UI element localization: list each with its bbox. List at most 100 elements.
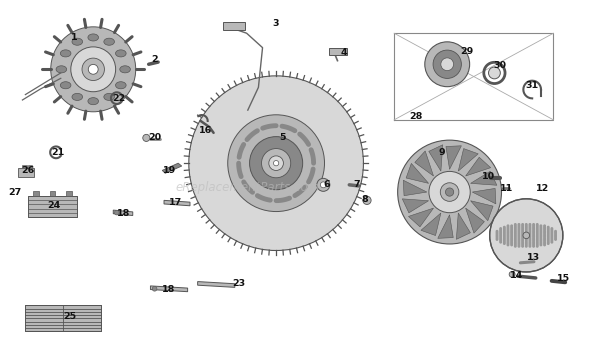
Ellipse shape [514,226,516,228]
Ellipse shape [496,239,498,240]
Ellipse shape [522,242,523,243]
Ellipse shape [363,196,371,204]
Ellipse shape [548,231,549,232]
Ellipse shape [189,76,363,251]
Text: 8: 8 [361,195,368,204]
Ellipse shape [533,229,535,231]
Ellipse shape [500,232,501,233]
Ellipse shape [507,229,509,231]
Ellipse shape [540,226,542,228]
Ellipse shape [518,232,520,233]
Bar [329,48,347,55]
Ellipse shape [317,178,330,191]
Ellipse shape [88,34,99,41]
Ellipse shape [544,226,545,228]
Ellipse shape [526,229,527,231]
Bar [50,191,55,196]
Ellipse shape [529,244,530,246]
Ellipse shape [548,240,549,242]
Ellipse shape [522,231,523,232]
Ellipse shape [82,58,104,81]
Ellipse shape [529,236,530,238]
Ellipse shape [507,225,509,226]
Ellipse shape [533,228,535,229]
Ellipse shape [555,233,556,235]
Ellipse shape [500,235,501,236]
Ellipse shape [511,238,512,239]
Ellipse shape [522,224,523,225]
Polygon shape [406,164,428,183]
Ellipse shape [544,236,545,238]
Ellipse shape [522,229,523,231]
Ellipse shape [548,239,549,240]
Ellipse shape [544,231,545,232]
Ellipse shape [536,231,538,232]
Ellipse shape [522,240,523,242]
Ellipse shape [507,228,509,229]
Polygon shape [164,200,190,206]
Ellipse shape [529,233,530,235]
Ellipse shape [500,239,501,240]
Ellipse shape [507,231,509,232]
Ellipse shape [540,242,542,243]
Bar [65,191,71,196]
Ellipse shape [500,229,501,231]
Ellipse shape [533,226,535,228]
Ellipse shape [544,233,545,235]
Ellipse shape [500,238,501,239]
Ellipse shape [60,50,71,57]
Polygon shape [438,215,453,238]
Ellipse shape [526,225,527,226]
Ellipse shape [540,243,542,244]
Ellipse shape [540,233,542,235]
Ellipse shape [522,243,523,244]
Ellipse shape [496,233,498,235]
Ellipse shape [555,239,556,240]
Ellipse shape [514,243,516,244]
Ellipse shape [88,64,98,74]
Ellipse shape [536,236,538,238]
Ellipse shape [536,239,538,240]
Text: 30: 30 [494,61,507,70]
Ellipse shape [120,66,130,73]
Ellipse shape [526,243,527,244]
Ellipse shape [529,239,530,240]
Bar [22,165,27,168]
Ellipse shape [533,224,535,225]
Ellipse shape [533,232,535,233]
Ellipse shape [489,67,500,79]
Ellipse shape [504,243,505,244]
Polygon shape [457,213,470,239]
Ellipse shape [551,231,553,232]
Ellipse shape [533,225,535,226]
Ellipse shape [433,50,461,78]
Ellipse shape [116,82,126,89]
Text: 4: 4 [340,48,347,57]
Ellipse shape [504,232,505,233]
Ellipse shape [540,232,542,233]
Ellipse shape [544,242,545,243]
Ellipse shape [536,226,538,228]
Ellipse shape [544,239,545,240]
Ellipse shape [533,242,535,243]
Polygon shape [446,146,461,169]
Text: 14: 14 [510,271,523,279]
Ellipse shape [511,228,512,229]
Ellipse shape [526,226,527,228]
Ellipse shape [116,50,126,57]
Ellipse shape [529,235,530,236]
Ellipse shape [522,228,523,229]
Ellipse shape [507,244,509,246]
Ellipse shape [72,38,83,45]
Ellipse shape [507,243,509,244]
Ellipse shape [533,233,535,235]
Ellipse shape [511,232,512,233]
Ellipse shape [522,245,523,247]
Text: 2: 2 [151,55,158,64]
Ellipse shape [540,231,542,232]
Polygon shape [466,157,491,176]
Ellipse shape [536,233,538,235]
Ellipse shape [548,242,549,243]
Ellipse shape [536,228,538,229]
Polygon shape [421,213,441,235]
